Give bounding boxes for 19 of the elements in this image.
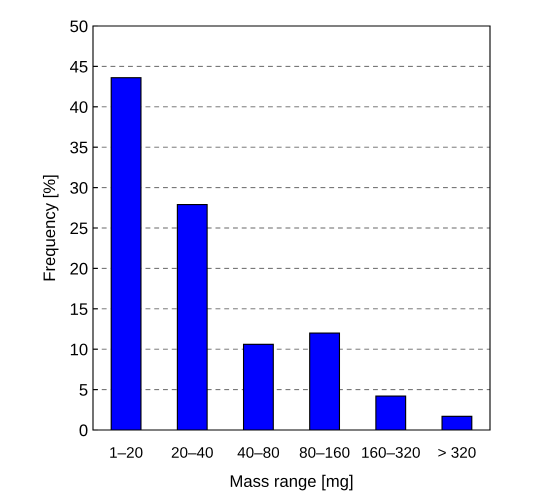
y-tick-label: 35 (70, 142, 88, 154)
y-axis-title: Frequency [%] (42, 175, 58, 280)
x-tick-label: > 320 (438, 447, 476, 458)
y-tick-label: 50 (70, 20, 88, 32)
y-tick-label: 25 (70, 222, 88, 234)
x-tick-label: 1–20 (110, 447, 142, 458)
x-tick-label: 80–160 (300, 447, 350, 458)
y-tick-label: 30 (70, 182, 88, 194)
y-tick-label: 0 (80, 424, 88, 436)
y-tick-label: 45 (70, 60, 88, 73)
x-axis-title: Mass range [mg] (230, 474, 352, 490)
x-tick-label: 20–40 (172, 447, 213, 458)
y-tick-label: 20 (70, 262, 88, 275)
y-tick-label: 5 (80, 384, 88, 396)
y-tick-label: 15 (70, 303, 88, 316)
x-tick-label: 160–320 (362, 447, 420, 458)
y-tick-label: 10 (70, 344, 88, 356)
y-tick-label: 40 (70, 101, 88, 114)
x-tick-label: 40–80 (238, 447, 280, 458)
